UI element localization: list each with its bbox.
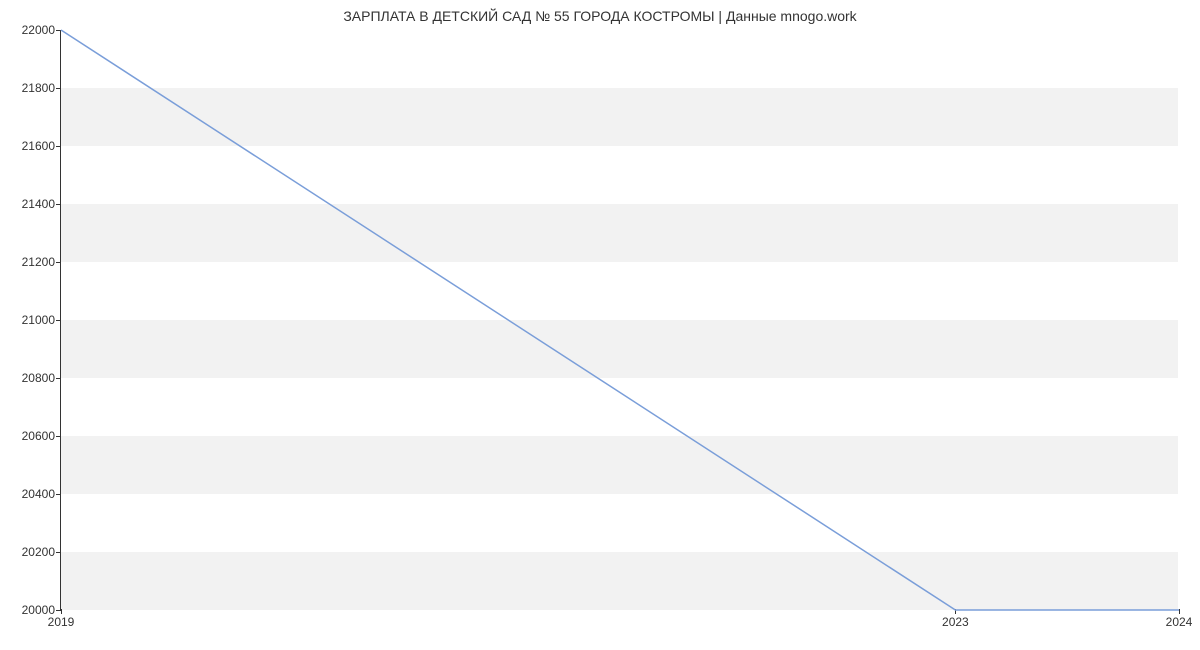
x-tick-mark [1179, 609, 1180, 614]
chart-series [61, 30, 1179, 610]
y-tick-label: 21600 [22, 139, 55, 153]
x-tick-label: 2024 [1166, 615, 1193, 629]
series-line-salary [61, 30, 1179, 610]
y-tick-label: 22000 [22, 23, 55, 37]
y-tick-label: 21800 [22, 81, 55, 95]
y-tick-label: 20800 [22, 371, 55, 385]
y-tick-label: 21000 [22, 313, 55, 327]
x-tick-label: 2023 [942, 615, 969, 629]
y-tick-label: 20400 [22, 487, 55, 501]
chart-title: ЗАРПЛАТА В ДЕТСКИЙ САД № 55 ГОРОДА КОСТР… [0, 0, 1200, 28]
plot-area: 2000020200204002060020800210002120021400… [60, 30, 1178, 610]
y-tick-label: 21400 [22, 197, 55, 211]
y-tick-label: 21200 [22, 255, 55, 269]
y-tick-label: 20200 [22, 545, 55, 559]
chart-container: 2000020200204002060020800210002120021400… [60, 30, 1178, 610]
x-tick-label: 2019 [48, 615, 75, 629]
y-tick-label: 20600 [22, 429, 55, 443]
